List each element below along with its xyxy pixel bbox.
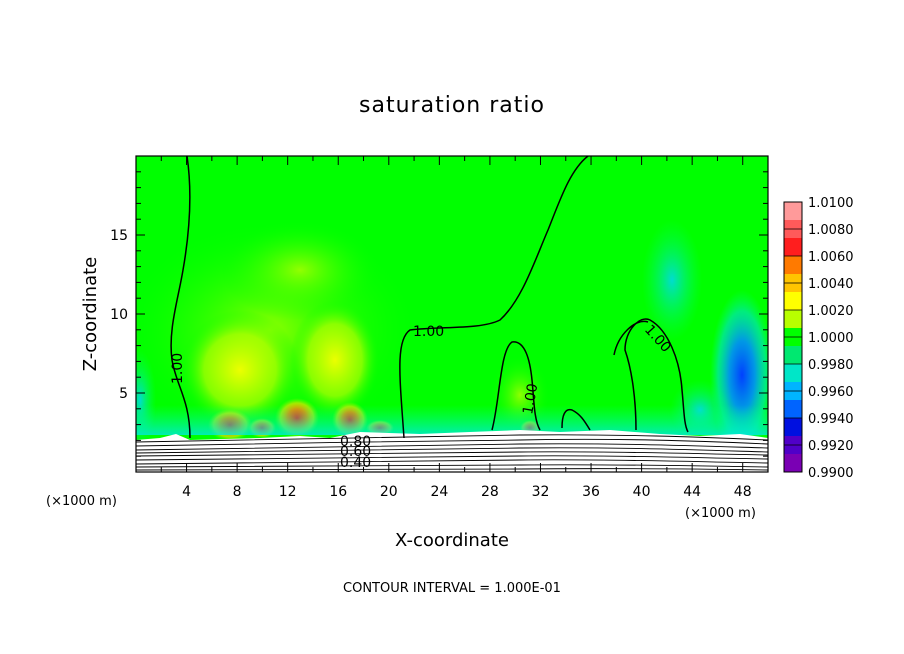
x-tick-label: 4 xyxy=(182,484,191,500)
chart-title: saturation ratio xyxy=(359,93,545,118)
colorbar-swatch xyxy=(784,310,802,329)
x-tick-label: 36 xyxy=(582,484,600,500)
colorbar-label: 0.9900 xyxy=(808,466,854,481)
y-tick-label: 10 xyxy=(110,307,128,323)
colorbar-label: 1.0080 xyxy=(808,223,854,238)
x-axis-ticks: 4 8 12 16 20 24 28 32 36 40 44 48 xyxy=(160,156,752,500)
colorbar-swatch xyxy=(784,400,802,419)
colorbar-label: 0.9980 xyxy=(808,358,854,373)
unity-contours xyxy=(170,156,689,439)
contour-label-left: 1.00 xyxy=(170,353,186,384)
moist-region-4 xyxy=(220,220,380,320)
contour-left xyxy=(170,156,191,439)
heatmap-field xyxy=(136,156,768,472)
near-surface-band xyxy=(136,405,768,435)
colorbar-swatch xyxy=(784,256,802,275)
contour-label-040: 0.40 xyxy=(340,455,371,471)
y-axis-label: Z-coordinate xyxy=(80,257,101,372)
x-tick-label: 44 xyxy=(683,484,701,500)
colorbar-label: 1.0060 xyxy=(808,250,854,265)
colorbar-label: 0.9940 xyxy=(808,412,854,427)
colorbar-swatch xyxy=(784,346,802,365)
x-tick-label: 28 xyxy=(481,484,499,500)
colorbar-label: 0.9960 xyxy=(808,385,854,400)
contour-interval-note: CONTOUR INTERVAL = 1.000E-01 xyxy=(343,581,561,596)
colorbar-label: 1.0000 xyxy=(808,331,854,346)
colorbar-swatch xyxy=(784,364,802,383)
x-tick-label: 8 xyxy=(233,484,242,500)
x-axis-label: X-coordinate xyxy=(395,530,509,551)
colorbar-label: 0.9920 xyxy=(808,439,854,454)
y-tick-label: 15 xyxy=(110,228,128,244)
ground-contours xyxy=(136,434,768,471)
subsaturated-region-3 xyxy=(642,220,702,340)
contour-label-060: 0.60 xyxy=(340,444,371,460)
moist-region-2 xyxy=(180,310,300,430)
x-tick-label: 48 xyxy=(734,484,752,500)
contour-right xyxy=(624,318,689,433)
contour-label-mid: 1.00 xyxy=(520,382,541,415)
z-unit-label: (×1000 m) xyxy=(46,494,117,509)
contour-label-upper: 1.00 xyxy=(413,324,444,340)
colorbar-label: 1.0020 xyxy=(808,304,854,319)
colorbar-swatch xyxy=(784,292,802,311)
colorbar-label: 1.0100 xyxy=(808,196,854,211)
colorbar-swatch xyxy=(784,418,802,437)
x-tick-label: 24 xyxy=(430,484,448,500)
ground-band xyxy=(136,430,768,472)
x-tick-label: 40 xyxy=(633,484,651,500)
colorbar-swatch xyxy=(784,454,802,473)
contour-small xyxy=(561,408,591,431)
colorbar-label: 1.0040 xyxy=(808,277,854,292)
x-tick-label: 20 xyxy=(380,484,398,500)
contour-label-080: 0.80 xyxy=(340,434,371,450)
contour-right-2 xyxy=(613,320,649,356)
x-tick-label: 16 xyxy=(329,484,347,500)
y-tick-label: 5 xyxy=(119,386,128,402)
contour-upper xyxy=(399,156,589,439)
y-axis-ticks: 5 10 15 xyxy=(110,171,768,457)
colorbar-swatch xyxy=(784,202,802,221)
colorbar-swatch xyxy=(784,238,802,257)
colorbar: 1.0100 1.0080 1.0060 1.0040 1.0020 1.0000 0.99… xyxy=(783,196,854,481)
contour-mid xyxy=(491,341,541,431)
x-tick-label: 32 xyxy=(532,484,550,500)
moist-region-3 xyxy=(290,300,380,420)
x-tick-label: 12 xyxy=(279,484,297,500)
x-unit-label: (×1000 m) xyxy=(685,506,756,521)
